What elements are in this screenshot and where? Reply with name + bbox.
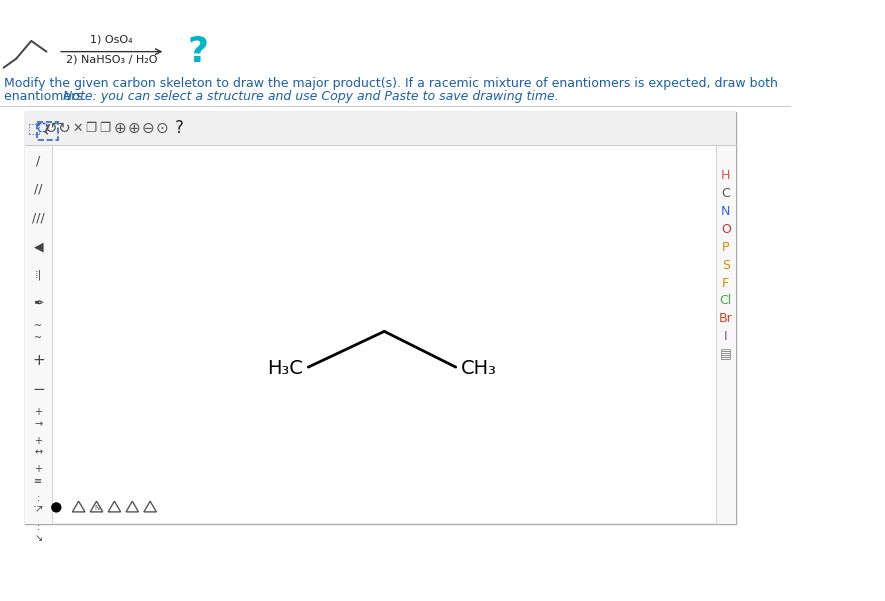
Text: ?: ? — [188, 35, 209, 69]
Text: ↺: ↺ — [44, 121, 58, 136]
Text: N: N — [94, 505, 99, 511]
Text: ↻: ↻ — [58, 121, 71, 136]
Text: ▤: ▤ — [720, 348, 732, 361]
Text: +
→: + → — [35, 407, 42, 429]
Text: ⊖: ⊖ — [142, 121, 155, 136]
Text: //: // — [35, 183, 42, 196]
Bar — [716, 145, 735, 523]
Bar — [25, 112, 735, 145]
Text: enantiomers.: enantiomers. — [4, 90, 91, 103]
Bar — [36, 122, 58, 140]
Text: Br: Br — [719, 313, 733, 325]
Text: +
≡: + ≡ — [35, 465, 42, 486]
Text: ···: ··· — [33, 501, 44, 514]
Circle shape — [52, 503, 61, 512]
Text: H₃C: H₃C — [267, 359, 303, 379]
Text: +: + — [32, 353, 45, 368]
Text: C: C — [721, 188, 730, 200]
Text: H: H — [721, 169, 730, 182]
Text: +
↔: + ↔ — [35, 436, 42, 457]
Text: Cl: Cl — [720, 294, 732, 308]
Text: 1) OsO₄: 1) OsO₄ — [90, 34, 133, 44]
Text: S: S — [721, 258, 730, 272]
Text: ⊕: ⊕ — [127, 121, 141, 136]
Text: CH₃: CH₃ — [461, 359, 497, 379]
Bar — [37, 123, 47, 131]
Bar — [25, 145, 52, 523]
Text: F: F — [722, 276, 729, 290]
Text: ⊙: ⊙ — [156, 121, 168, 136]
Text: /: / — [36, 154, 41, 167]
Text: I: I — [724, 330, 727, 343]
Text: ◀: ◀ — [34, 240, 43, 253]
Text: N: N — [721, 205, 730, 218]
Text: Note: you can select a structure and use Copy and Paste to save drawing time.: Note: you can select a structure and use… — [63, 90, 558, 103]
Text: ❐: ❐ — [86, 122, 96, 135]
Text: ?: ? — [174, 120, 183, 138]
Text: 2) NaHSO₃ / H₂O: 2) NaHSO₃ / H₂O — [66, 54, 158, 64]
Text: :
↘: : ↘ — [35, 522, 42, 543]
Text: ✒: ✒ — [33, 297, 43, 310]
Text: ~
~: ~ ~ — [35, 322, 42, 343]
Text: −: − — [32, 382, 45, 397]
Bar — [25, 112, 735, 523]
Text: O: O — [720, 223, 731, 236]
Text: Modify the given carbon skeleton to draw the major product(s). If a racemic mixt: Modify the given carbon skeleton to draw… — [4, 77, 778, 90]
Text: ///: /// — [32, 212, 45, 224]
Text: ⁞|: ⁞| — [35, 270, 42, 280]
Text: P: P — [722, 241, 729, 254]
Text: ❐: ❐ — [99, 122, 111, 135]
Text: :
↗: : ↗ — [35, 493, 42, 514]
Text: ⬚: ⬚ — [27, 121, 41, 135]
Text: ⊕: ⊕ — [113, 121, 127, 136]
Text: ✕: ✕ — [73, 122, 83, 135]
